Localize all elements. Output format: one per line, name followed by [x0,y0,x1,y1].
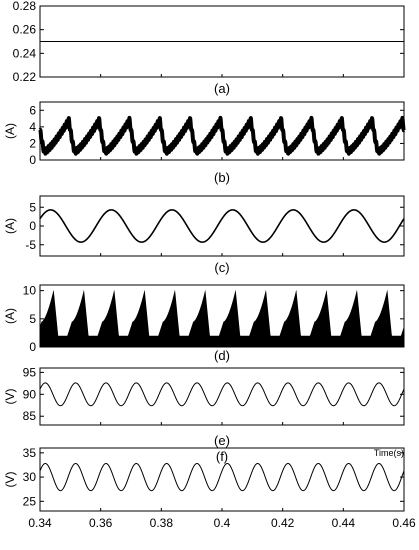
x-tick-label: 0.4 [214,516,231,530]
y-tick-label: 5 [29,312,36,326]
panel-f: 35 30 25 (V) (f) [3,446,405,512]
y-tick-label: 10 [23,284,37,298]
x-tick-label: 0.44 [332,516,356,530]
x-axis-label: Time(s) [374,448,404,458]
y-tick-label: 0 [29,219,36,233]
y-axis-label: (V) [3,389,17,405]
y-tick-label: -5 [25,238,36,252]
panel-a: 0.28 0.26 0.24 0.22 (a) [13,0,405,96]
panel-b: 6 4 2 0 (A) (b) [3,101,406,185]
panel-caption: (c) [214,260,229,275]
plot-frame [39,367,405,426]
series-line [39,463,405,492]
panel-d: 10 5 0 (A) (d) [3,284,405,363]
panel-e: 95 90 85 (V) (e) [3,365,405,448]
y-axis-label: (A) [3,218,17,234]
y-tick-label: 0 [29,340,36,354]
y-tick-label: 35 [23,446,37,460]
series-line [38,115,406,156]
y-tick-label: 25 [23,494,37,508]
panel-caption: (a) [214,81,230,96]
panel-caption: (d) [214,348,230,363]
series-line [39,382,405,407]
y-tick-label: 2 [29,136,36,150]
panel-caption: (b) [214,170,230,185]
x-tick-label: 0.36 [89,516,113,530]
y-axis-label: (A) [3,123,17,139]
y-tick-label: 0.22 [13,70,37,84]
y-tick-label: 6 [29,103,36,117]
x-tick-label: 0.38 [150,516,174,530]
panel-caption: (f) [216,449,228,464]
y-tick-label: 85 [23,409,37,423]
y-tick-label: 95 [23,365,37,379]
y-tick-label: 4 [29,120,36,134]
y-tick-label: 30 [23,470,37,484]
y-tick-label: 0.28 [13,0,37,13]
series-envelope [40,289,404,347]
y-tick-label: 90 [23,387,37,401]
y-tick-label: 0.24 [13,46,37,60]
series-line [39,209,405,243]
plot-frame [39,195,405,257]
y-axis-label: (V) [3,472,17,488]
y-tick-label: 0 [29,153,36,167]
y-axis-label: (A) [3,308,17,324]
panel-caption: (e) [214,433,230,448]
y-tick-label: 0.26 [13,23,37,37]
x-tick-label: 0.34 [28,516,52,530]
x-tick-label: 0.42 [271,516,295,530]
panel-c: 5 0 -5 (A) (c) [3,195,405,275]
x-tick-label: 0.46 [392,516,416,530]
y-tick-label: 5 [29,200,36,214]
